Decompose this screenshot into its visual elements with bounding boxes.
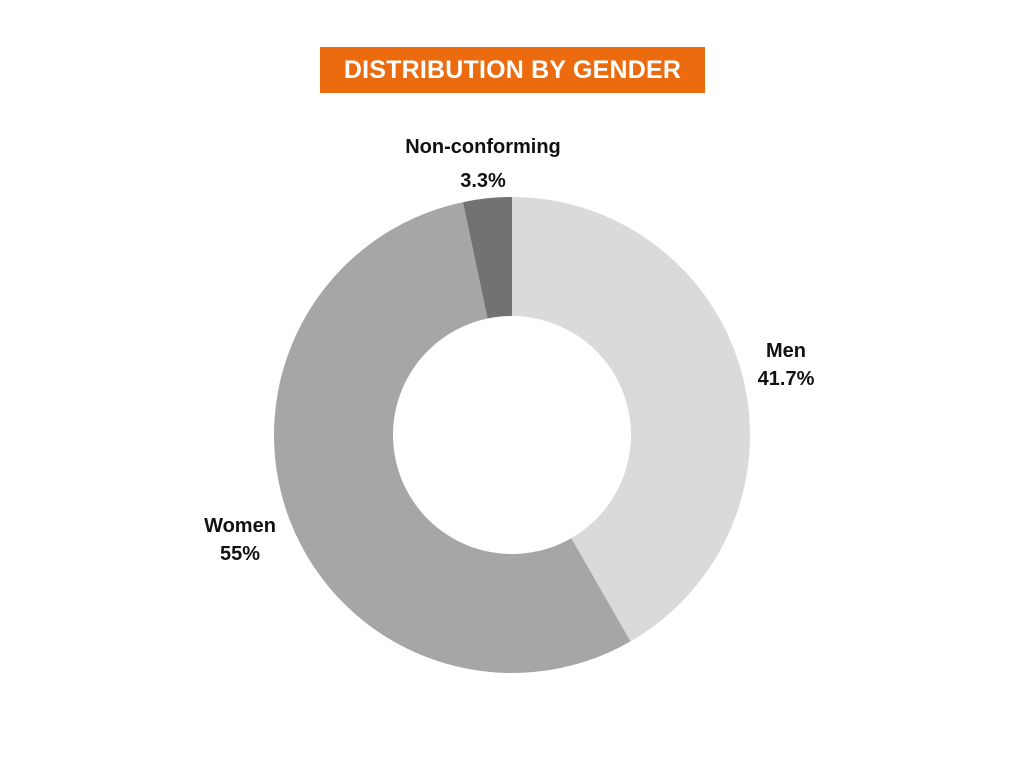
donut-slice-men [512, 197, 751, 642]
slice-label-women-value: 55% [220, 543, 260, 565]
slice-labels: Men 41.7% Women 55% Non-conforming 3.3% [204, 136, 814, 565]
slice-label-men-value: 41.7% [758, 368, 815, 390]
donut-slice-non-conforming [463, 197, 512, 319]
donut-slice-women [274, 202, 631, 673]
chart-title: DISTRIBUTION BY GENDER [343, 55, 682, 84]
donut-slices [274, 197, 751, 673]
slice-label-nonconforming-name: Non-conforming [405, 136, 561, 158]
slice-label-nonconforming-value: 3.3% [460, 170, 506, 192]
slice-label-men-name: Men [766, 340, 806, 362]
slice-label-women-name: Women [204, 515, 276, 537]
chart-title-banner: DISTRIBUTION BY GENDER [320, 47, 705, 93]
